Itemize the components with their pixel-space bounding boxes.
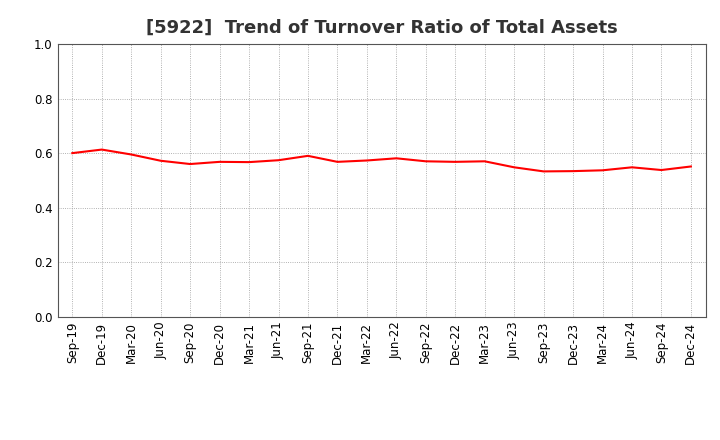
Title: [5922]  Trend of Turnover Ratio of Total Assets: [5922] Trend of Turnover Ratio of Total …	[145, 19, 618, 37]
